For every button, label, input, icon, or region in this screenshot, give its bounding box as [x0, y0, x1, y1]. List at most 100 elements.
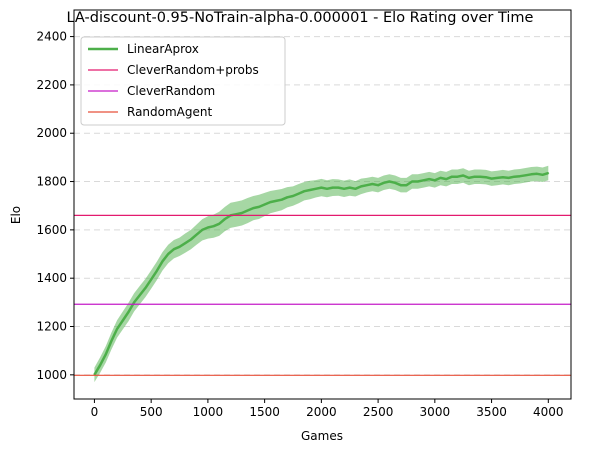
data-point: [422, 179, 425, 182]
data-point: [150, 278, 152, 281]
data-point: [530, 173, 533, 176]
data-point: [377, 184, 379, 186]
x-tick-label: 2000: [306, 405, 337, 419]
data-point: [400, 184, 402, 186]
data-point: [462, 174, 465, 177]
data-point: [456, 175, 459, 178]
data-point: [496, 177, 499, 179]
data-point: [331, 186, 334, 189]
x-tick-label: 2500: [363, 405, 394, 419]
data-point: [105, 353, 107, 356]
data-point: [246, 209, 249, 212]
data-point: [133, 301, 135, 304]
data-point: [235, 213, 238, 215]
data-point: [360, 185, 362, 188]
data-point: [524, 174, 527, 177]
confidence-band: [94, 165, 549, 383]
x-tick-label: 3500: [476, 405, 507, 419]
y-tick-label: 1800: [36, 175, 67, 189]
data-point: [144, 287, 147, 289]
data-point: [201, 229, 203, 231]
legend-item-label: RandomAgent: [127, 105, 212, 119]
series-lines: [74, 171, 571, 376]
y-tick-label: 2000: [36, 126, 67, 140]
data-point: [513, 175, 516, 178]
data-point: [326, 188, 328, 190]
data-point: [195, 233, 198, 236]
y-tick-label: 2400: [36, 30, 67, 44]
data-point: [411, 180, 413, 183]
data-point: [280, 198, 283, 201]
legend-item-label: LinearAprox: [127, 42, 199, 56]
data-point: [485, 176, 487, 178]
x-tick-label: 0: [91, 405, 99, 419]
data-point: [286, 196, 289, 199]
data-point: [184, 242, 186, 244]
data-point: [388, 180, 391, 183]
data-point: [156, 270, 158, 272]
data-point: [383, 182, 385, 184]
data-point: [122, 319, 124, 322]
data-point: [252, 207, 255, 209]
data-point: [275, 200, 277, 202]
data-point: [167, 253, 169, 255]
data-point: [212, 225, 215, 227]
data-point: [445, 178, 448, 180]
data-point: [314, 188, 317, 190]
x-tick-label: 1500: [249, 405, 280, 419]
data-point: [354, 188, 357, 190]
data-point: [439, 177, 442, 179]
x-tick-label: 1000: [193, 405, 224, 419]
data-point: [139, 294, 141, 296]
y-tick-label: 1000: [36, 368, 67, 382]
x-axis-ticks: 0 500 1000 1500 2000 2500 3000 3500 4000: [91, 399, 564, 419]
x-axis-label: Games: [301, 429, 343, 443]
data-point: [258, 206, 260, 208]
confidence-bands: [94, 165, 549, 383]
chart-title: LA-discount-0.95-NoTrain-alpha-0.000001 …: [67, 10, 534, 26]
data-point: [110, 340, 113, 342]
data-point: [178, 246, 181, 248]
x-tick-label: 3000: [420, 405, 451, 419]
y-tick-label: 1600: [36, 223, 67, 237]
legend-item-label: CleverRandom+probs: [127, 63, 259, 77]
data-point: [536, 173, 538, 175]
data-point: [507, 177, 510, 179]
data-point: [190, 238, 192, 241]
data-point: [309, 189, 311, 191]
data-point: [320, 186, 323, 189]
data-point: [263, 203, 266, 206]
data-point: [161, 260, 164, 263]
y-tick-label: 1400: [36, 271, 67, 285]
data-point: [405, 184, 408, 186]
y-tick-label: 2200: [36, 78, 67, 92]
data-point: [547, 172, 550, 174]
y-axis-ticks: 1000 1200 1400 1600 1800 2000 2200 2400: [36, 30, 74, 382]
data-point: [241, 212, 243, 214]
data-point: [303, 190, 306, 192]
x-tick-label: 4000: [533, 405, 564, 419]
data-point: [348, 186, 351, 189]
data-point: [337, 186, 340, 189]
y-tick-label: 1200: [36, 320, 67, 334]
data-point: [541, 174, 544, 176]
data-point: [218, 223, 220, 225]
legend-item-label: CleverRandom: [127, 84, 215, 98]
data-point: [519, 175, 521, 177]
data-point: [224, 218, 226, 220]
x-tick-label: 500: [140, 405, 163, 419]
data-point: [473, 175, 476, 178]
data-point: [490, 177, 493, 180]
data-point: [417, 180, 419, 183]
data-point: [428, 178, 431, 180]
data-point: [394, 182, 396, 184]
data-point: [207, 226, 209, 229]
data-point: [297, 192, 300, 195]
data-point: [99, 364, 101, 367]
data-point: [479, 175, 482, 178]
data-point: [468, 177, 470, 179]
legend-box: [80, 36, 286, 126]
data-point: [451, 175, 453, 178]
y-axis-label: Elo: [9, 206, 23, 224]
